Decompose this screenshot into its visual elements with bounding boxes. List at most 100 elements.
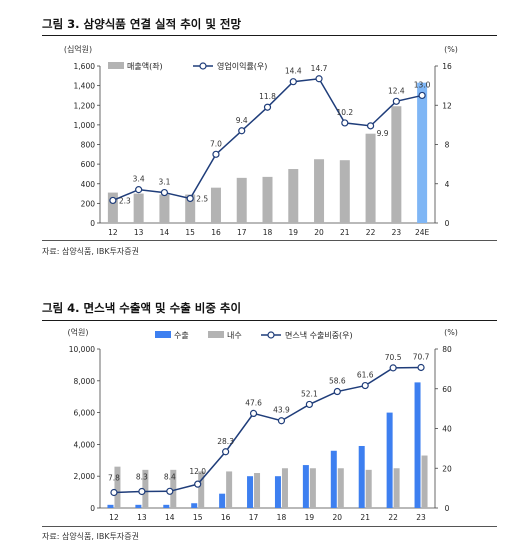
bar [254,473,261,508]
y-left-tick-label: 10,000 [69,345,95,354]
data-label: 8.3 [136,473,148,482]
y-right-tick-label: 60 [442,385,452,394]
bar [314,159,325,223]
bar [274,476,281,508]
bar [135,504,142,508]
data-label: 8.4 [164,472,176,481]
x-tick-label: 19 [288,228,298,237]
x-tick-label: 20 [333,513,343,522]
bar [309,468,316,508]
bar [288,169,299,223]
bar [133,193,144,223]
y-left-tick-label: 0 [90,219,95,228]
bar [330,450,337,508]
line-point [315,75,323,83]
x-tick-label: 23 [416,513,426,522]
y-left-unit: (억원) [68,327,89,337]
bar [281,468,288,508]
data-label: 13.0 [414,80,431,89]
line-point [135,186,143,194]
y-right-tick-label: 40 [442,425,452,434]
line-point [110,488,118,497]
y-left-tick-label: 800 [81,141,96,150]
data-label: 12.0 [189,467,206,476]
bar [358,445,365,508]
bar [163,504,170,508]
x-tick-label: 15 [185,228,195,237]
legend-label: 면스낵 수출비중(우) [285,330,353,340]
bar [386,412,393,508]
bar [393,468,400,508]
x-tick-label: 13 [137,513,147,522]
data-label: 61.6 [357,371,374,380]
x-tick-label: 14 [160,228,170,237]
data-label: 14.7 [311,64,328,73]
line-point [166,487,174,495]
y-right-tick-label: 4 [445,180,450,189]
data-label: 52.1 [301,389,318,398]
line-point [289,78,297,86]
x-tick-label: 13 [134,228,144,237]
line-point [389,364,397,372]
line-point [186,194,194,203]
y-right-tick-label: 0 [445,504,450,513]
y-right-tick-label: 16 [442,62,452,71]
y-right-tick-label: 20 [442,464,452,473]
data-label: 12.4 [388,86,405,95]
x-tick-label: 22 [388,513,398,522]
bar [414,382,421,508]
line-point [263,103,272,111]
y-left-tick-label: 2,000 [74,472,96,481]
y-left-tick-label: 8,000 [74,377,96,386]
data-label: 11.8 [259,92,276,101]
data-label: 14.4 [285,67,302,76]
bar [262,176,273,223]
legend-label: 영업이익률(우) [217,61,267,71]
data-label: 43.9 [273,406,290,415]
x-tick-label: 12 [109,513,119,522]
line-point [418,91,426,100]
y-left-tick-label: 1,000 [74,121,96,130]
x-tick-label: 22 [366,228,376,237]
bar [236,177,247,223]
line-point [333,387,341,396]
data-label: 2.3 [119,196,131,205]
bar [337,468,344,508]
bar [339,160,350,223]
x-tick-label: 20 [314,228,324,237]
x-tick-label: 17 [249,513,259,522]
bar [114,466,121,508]
y-left-tick-label: 600 [81,160,96,169]
bar [247,476,254,508]
x-tick-label: 19 [305,513,315,522]
y-left-unit: (십억원) [64,44,92,54]
line-point [392,97,400,105]
line-series [113,366,422,494]
line-point [222,448,230,456]
y-left-tick-label: 6,000 [74,409,96,418]
x-tick-label: 21 [360,513,370,522]
data-label: 2.5 [196,194,208,203]
x-tick-label: 16 [221,513,231,522]
x-tick-label: 24E [415,228,430,237]
bar [198,471,205,508]
y-right-unit: (%) [444,45,458,54]
bar [417,82,428,224]
bar [191,503,198,508]
line-point [238,127,246,135]
figure3-title: 그림 3. 삼양식품 연결 실적 추이 및 전망 [42,17,242,31]
data-label: 7.8 [108,473,120,482]
data-label: 3.1 [158,178,170,187]
data-label: 3.4 [133,175,145,184]
line-point [249,409,258,417]
x-tick-label: 14 [165,513,175,522]
bar [365,469,372,508]
data-label: 70.7 [413,352,430,361]
legend-swatch [208,331,224,338]
line-point [366,122,375,130]
legend-swatch [108,62,124,69]
line-point [417,363,425,372]
line-point [109,196,117,205]
data-label: 70.5 [385,353,402,362]
y-left-tick-label: 1,200 [74,101,96,110]
